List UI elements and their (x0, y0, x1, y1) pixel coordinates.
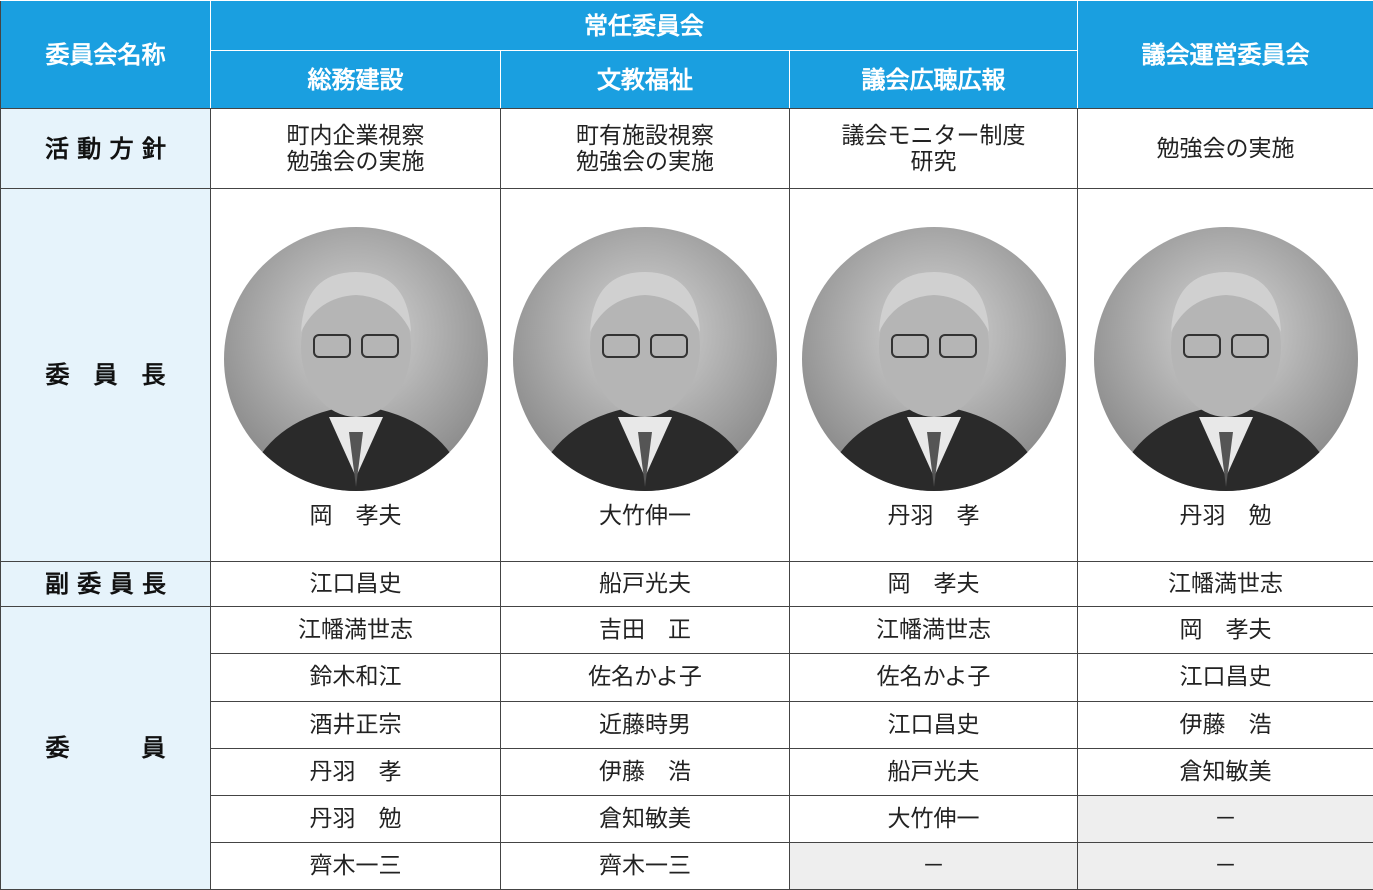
member-name: 大竹伸一 (788, 794, 1079, 843)
vice-chair-name: 江口昌史 (210, 561, 501, 608)
member-name: 江幡満世志 (210, 606, 501, 655)
member-name: － (788, 841, 1079, 890)
policy-cell: 勉強会の実施 (1077, 108, 1373, 190)
vice-chair-name: 岡 孝夫 (788, 561, 1079, 608)
member-name: 佐名かよ子 (788, 653, 1079, 702)
policy-line: 議会モニター制度 (841, 122, 1026, 149)
member-name: 鈴木和江 (210, 653, 501, 702)
chair-cell: 岡 孝夫 (210, 188, 501, 563)
policy-cell: 町有施設視察 勉強会の実施 (500, 108, 790, 190)
policy-line: 研究 (910, 148, 957, 175)
member-name: － (1077, 794, 1373, 843)
row-label: 活 動 方 針 (0, 108, 211, 190)
row-label: 委 員 長 (0, 188, 211, 563)
member-row: 委 員 江幡満世志 吉田 正江幡満世志岡 孝夫 (0, 606, 1373, 890)
portrait (224, 227, 488, 491)
header-cell: 議会運営委員会 (1077, 0, 1373, 110)
policy-cell: 議会モニター制度 研究 (788, 108, 1079, 190)
member-name: 江幡満世志 (788, 606, 1079, 655)
member-name: － (1077, 841, 1373, 890)
member-name: 江口昌史 (788, 700, 1079, 749)
policy-row: 活 動 方 針 町内企業視察 勉強会の実施 町有施設視察 勉強会の実施 議会モニター制度… (0, 108, 1373, 190)
member-name: 齊木一三 (210, 841, 501, 890)
portrait (802, 227, 1066, 491)
member-name: 酒井正宗 (210, 700, 501, 749)
member-row: 丹羽 孝伊藤 浩船戸光夫 倉知敏美 (1, 747, 1373, 796)
chair-name: 大竹伸一 (599, 503, 691, 530)
member-name: 倉知敏美 (1077, 747, 1373, 796)
member-name: 船戸光夫 (788, 747, 1079, 796)
policy-cell: 町内企業視察 勉強会の実施 (210, 108, 501, 190)
member-name: 伊藤 浩 (500, 747, 790, 796)
header-cell: 文教福祉 (500, 50, 790, 110)
chair-name: 丹羽 勉 (1179, 503, 1272, 530)
header-row: 総務建設 文教福祉 議会広聴広報 (1, 50, 1373, 110)
member-name: 丹羽 孝 (210, 747, 501, 796)
vice-chair-name: 船戸光夫 (500, 561, 790, 608)
header-cell: 委員会名称 (0, 0, 211, 110)
row-label: 副 委 員 長 (0, 561, 211, 608)
policy-line: 町有施設視察 (576, 122, 714, 149)
member-name: 齊木一三 (500, 841, 790, 890)
member-row: 鈴木和江 佐名かよ子 佐名かよ子 江口昌史 (1, 653, 1373, 702)
member-name: 佐名かよ子 (500, 653, 790, 702)
chair-row: 委 員 長 岡 孝夫 大竹伸一 丹羽 孝 丹羽 勉 (0, 188, 1373, 563)
chair-cell: 丹羽 勉 (1077, 188, 1373, 563)
chair-cell: 丹羽 孝 (788, 188, 1079, 563)
portrait (513, 227, 777, 491)
policy-line: 町内企業視察 (286, 122, 425, 149)
member-name: 吉田 正 (500, 606, 790, 655)
row-label: 委 員 (0, 606, 211, 890)
header-cell: 常任委員会 (209, 0, 1079, 52)
member-name: 倉知敏美 (500, 794, 790, 843)
vice-chair-name: 江幡満世志 (1077, 561, 1373, 608)
member-row: 丹羽 勉倉知敏美 大竹伸一－ (1, 794, 1373, 843)
policy-line: 勉強会の実施 (286, 148, 425, 175)
chair-name: 岡 孝夫 (309, 503, 402, 530)
member-name: 丹羽 勉 (210, 794, 501, 843)
member-name: 近藤時男 (500, 700, 790, 749)
policy-line: 勉強会の実施 (1156, 135, 1295, 162)
member-name: 岡 孝夫 (1077, 606, 1373, 655)
member-name: 伊藤 浩 (1077, 700, 1373, 749)
member-row: 齊木一三 齊木一三－－ (1, 841, 1373, 890)
portrait (1094, 227, 1358, 491)
policy-line: 勉強会の実施 (576, 148, 714, 175)
header-cell: 議会広聴広報 (788, 50, 1079, 110)
chair-cell: 大竹伸一 (500, 188, 790, 563)
header-cell: 総務建設 (210, 50, 501, 110)
member-name: 江口昌史 (1077, 653, 1373, 702)
vice-chair-row: 副 委 員 長 江口昌史 船戸光夫岡 孝夫 江幡満世志 (0, 561, 1373, 608)
member-row: 酒井正宗 近藤時男 江口昌史 伊藤 浩 (1, 700, 1373, 749)
chair-name: 丹羽 孝 (887, 503, 980, 530)
